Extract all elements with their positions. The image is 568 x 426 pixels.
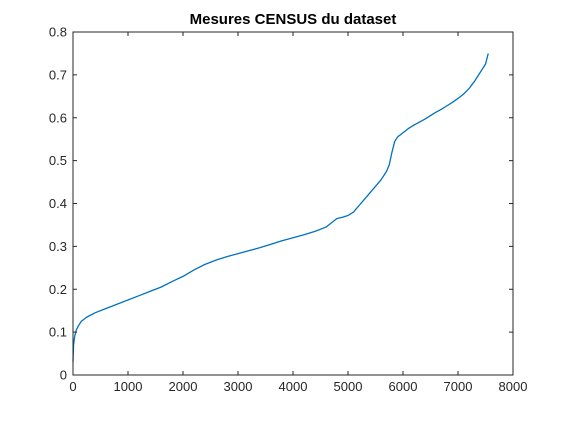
x-tick-label: 5000	[334, 379, 363, 394]
x-tick-label: 6000	[389, 379, 418, 394]
x-tick-label: 0	[69, 379, 76, 394]
x-tick-label: 8000	[499, 379, 528, 394]
x-tick-label: 2000	[169, 379, 198, 394]
series-line	[72, 53, 489, 363]
y-tick-label: 0	[60, 368, 67, 383]
y-tick-label: 0.2	[49, 282, 67, 297]
series-layer	[72, 53, 489, 363]
plot-area	[73, 32, 513, 375]
y-tick-label: 0.4	[49, 196, 67, 211]
x-axis-ticks: 0 1000 2000 3000 4000 5000 6000 7000 8000	[69, 32, 527, 394]
x-tick-label: 1000	[114, 379, 143, 394]
y-tick-label: 0.8	[49, 25, 67, 40]
y-tick-label: 0.3	[49, 239, 67, 254]
y-tick-label: 0.6	[49, 110, 67, 125]
x-tick-label: 4000	[279, 379, 308, 394]
x-tick-label: 7000	[444, 379, 473, 394]
y-tick-label: 0.1	[49, 325, 67, 340]
x-tick-label: 3000	[224, 379, 253, 394]
y-tick-label: 0.5	[49, 153, 67, 168]
chart-title: Mesures CENSUS du dataset	[190, 11, 397, 28]
y-axis-ticks: 0 0.1 0.2 0.3 0.4 0.5 0.6 0.7 0.8	[49, 25, 513, 383]
y-tick-label: 0.7	[49, 67, 67, 82]
